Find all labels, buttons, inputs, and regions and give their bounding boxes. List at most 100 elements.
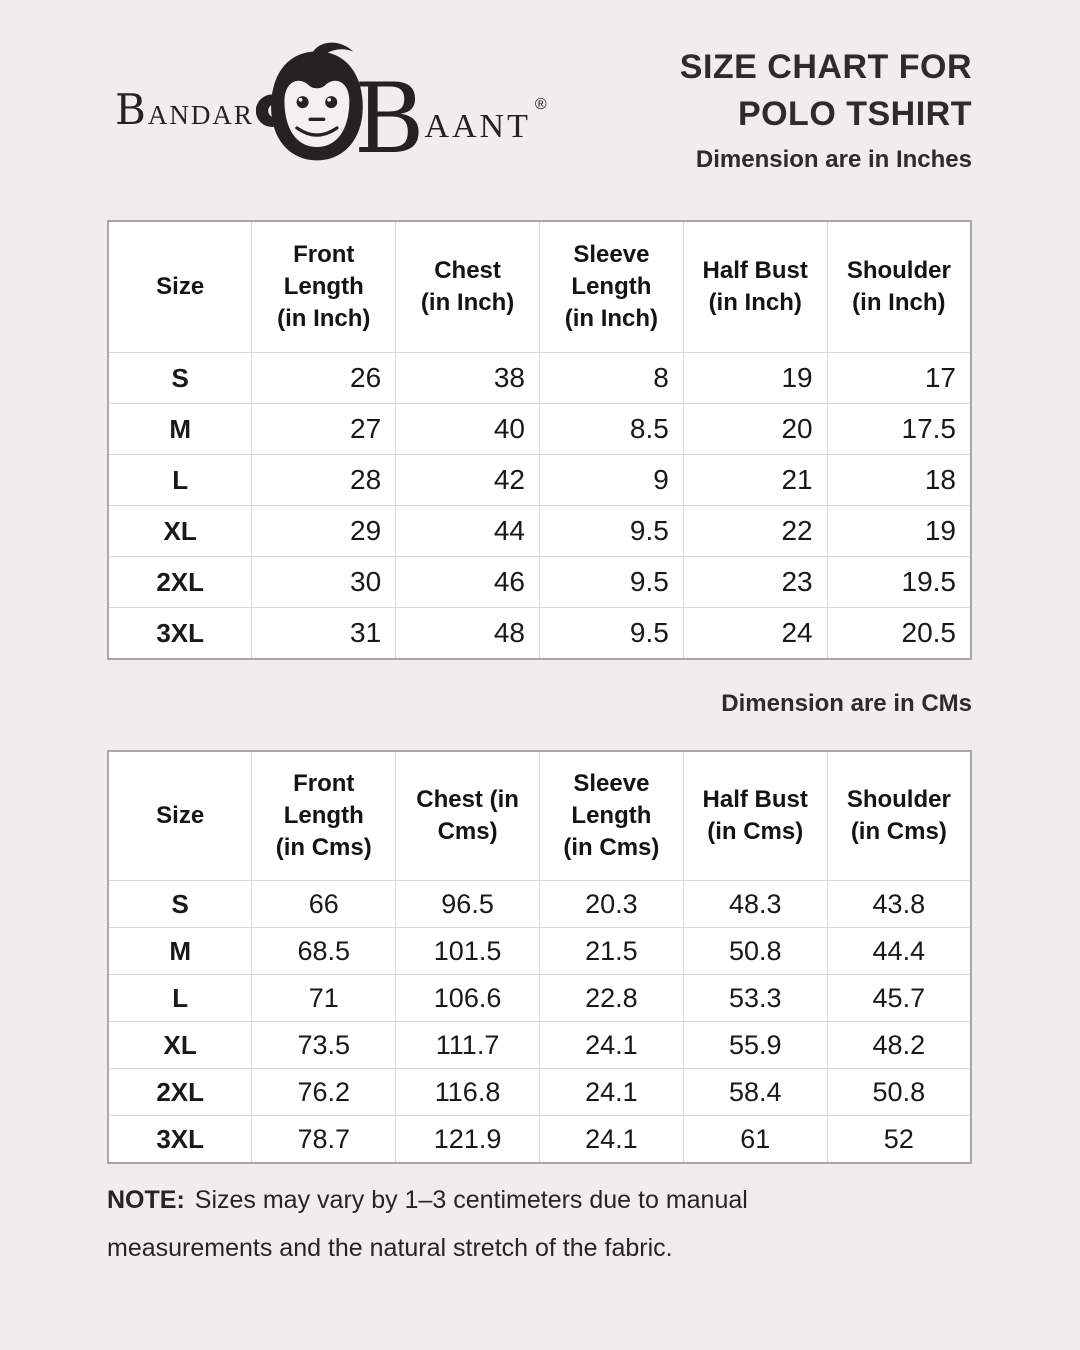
value-cell: 44.4 — [826, 927, 972, 975]
value-cell: 111.7 — [395, 1021, 540, 1069]
value-cell: 27 — [251, 403, 397, 455]
value-cell: 9.5 — [538, 505, 684, 557]
table-row: XL 73.5 111.7 24.1 55.9 48.2 — [107, 1021, 972, 1069]
column-header: Chest (in Inch) — [395, 220, 540, 353]
value-cell: 44 — [395, 505, 540, 557]
value-cell: 48.2 — [826, 1021, 972, 1069]
table-row: S 26 38 8 19 17 — [107, 352, 972, 404]
value-cell: 9 — [538, 454, 684, 506]
inches-table-header: Size Front Length (in Inch) Chest (in Inch… — [107, 220, 972, 353]
note-text: Sizes may vary by 1–3 centimeters due to… — [107, 1186, 748, 1262]
value-cell: 24.1 — [538, 1068, 684, 1116]
value-cell: 66 — [251, 880, 397, 928]
brand-initial-b1: B — [115, 84, 148, 134]
value-cell: 18 — [826, 454, 972, 506]
size-cell: M — [107, 927, 253, 975]
value-cell: 58.4 — [682, 1068, 828, 1116]
value-cell: 116.8 — [395, 1068, 540, 1116]
column-header: Half Bust (in Cms) — [682, 750, 828, 881]
column-header-size: Size — [107, 750, 253, 881]
value-cell: 8 — [538, 352, 684, 404]
value-cell: 48 — [395, 607, 540, 660]
value-cell: 20.3 — [538, 880, 684, 928]
value-cell: 9.5 — [538, 607, 684, 660]
title-block: SIZE CHART FOR POLO TSHIRT Dimension are… — [680, 42, 972, 174]
value-cell: 76.2 — [251, 1068, 397, 1116]
value-cell: 30 — [251, 556, 397, 608]
value-cell: 9.5 — [538, 556, 684, 608]
value-cell: 20.5 — [826, 607, 972, 660]
column-header: Front Length (in Inch) — [251, 220, 397, 353]
value-cell: 46 — [395, 556, 540, 608]
table-row: XL 29 44 9.5 22 19 — [107, 505, 972, 557]
size-cell: 2XL — [107, 556, 253, 608]
table-row: 3XL 78.7 121.9 24.1 61 52 — [107, 1115, 972, 1164]
value-cell: 17 — [826, 352, 972, 404]
table-row: 2XL 30 46 9.5 23 19.5 — [107, 556, 972, 608]
value-cell: 19 — [682, 352, 828, 404]
note-label: NOTE: — [107, 1186, 185, 1214]
value-cell: 24.1 — [538, 1021, 684, 1069]
cms-table-body: S 66 96.5 20.3 48.3 43.8 M 68.5 101.5 21.5 50.8 44.… — [107, 880, 972, 1164]
brand-initial-b2: B — [353, 63, 425, 175]
page-title-line1: SIZE CHART FOR — [679, 48, 972, 86]
column-header: Chest (in Cms) — [395, 750, 540, 881]
value-cell: 24.1 — [538, 1115, 684, 1164]
table-row: 3XL 31 48 9.5 24 20.5 — [107, 607, 972, 660]
column-header: Front Length (in Cms) — [251, 750, 397, 881]
size-chart-cms-table: Size Front Length (in Cms) Chest (in Cms) S… — [107, 750, 972, 1164]
size-cell: L — [107, 974, 253, 1022]
brand-logo: BANDAR B AANT® — [115, 42, 550, 175]
size-chart-inches-table: Size Front Length (in Inch) Chest (in Inch… — [107, 220, 972, 660]
inches-section: Size Front Length (in Inch) Chest (in Inch… — [107, 220, 972, 660]
value-cell: 53.3 — [682, 974, 828, 1022]
size-cell: XL — [107, 1021, 253, 1069]
page-title-line2: POLO TSHIRT — [737, 95, 972, 133]
registered-trademark-icon: ® — [534, 96, 550, 113]
value-cell: 19 — [826, 505, 972, 557]
inches-section-heading: Dimension are in Inches — [695, 146, 972, 173]
value-cell: 21.5 — [538, 927, 684, 975]
value-cell: 48.3 — [682, 880, 828, 928]
table-row: S 66 96.5 20.3 48.3 43.8 — [107, 880, 972, 928]
value-cell: 121.9 — [395, 1115, 540, 1164]
monkey-face-icon — [255, 42, 363, 161]
value-cell: 22 — [682, 505, 828, 557]
column-header: Half Bust (in Inch) — [682, 220, 828, 353]
brand-word-aant: AANT® — [424, 96, 550, 145]
value-cell: 45.7 — [826, 974, 972, 1022]
table-row: M 68.5 101.5 21.5 50.8 44.4 — [107, 927, 972, 975]
column-header-size: Size — [107, 220, 253, 353]
cms-section: Size Front Length (in Cms) Chest (in Cms) S… — [107, 750, 972, 1164]
size-cell: 3XL — [107, 607, 253, 660]
value-cell: 24 — [682, 607, 828, 660]
size-cell: L — [107, 454, 253, 506]
value-cell: 71 — [251, 974, 397, 1022]
value-cell: 78.7 — [251, 1115, 397, 1164]
value-cell: 50.8 — [826, 1068, 972, 1116]
table-row: L 71 106.6 22.8 53.3 45.7 — [107, 974, 972, 1022]
value-cell: 38 — [395, 352, 540, 404]
value-cell: 23 — [682, 556, 828, 608]
value-cell: 26 — [251, 352, 397, 404]
size-cell: M — [107, 403, 253, 455]
brand-word1-rest: ANDAR — [147, 99, 254, 130]
column-header: Shoulder (in Cms) — [826, 750, 972, 881]
column-header: Sleeve Length (in Inch) — [538, 220, 684, 353]
header-row: Size Front Length (in Inch) Chest (in Inch… — [107, 220, 972, 353]
header-row: Size Front Length (in Cms) Chest (in Cms) S… — [107, 750, 972, 881]
table-row: L 28 42 9 21 18 — [107, 454, 972, 506]
value-cell: 61 — [682, 1115, 828, 1164]
cms-section-heading: Dimension are in CMs — [721, 690, 972, 717]
table-row: M 27 40 8.5 20 17.5 — [107, 403, 972, 455]
value-cell: 17.5 — [826, 403, 972, 455]
cms-table-header: Size Front Length (in Cms) Chest (in Cms) S… — [107, 750, 972, 881]
value-cell: 50.8 — [682, 927, 828, 975]
table-row: 2XL 76.2 116.8 24.1 58.4 50.8 — [107, 1068, 972, 1116]
value-cell: 101.5 — [395, 927, 540, 975]
brand-word-bandar: BANDAR — [115, 85, 254, 134]
size-cell: XL — [107, 505, 253, 557]
page: BANDAR B AANT® SIZE CHART FOR POLO TSHIR… — [107, 42, 972, 1262]
size-cell: 2XL — [107, 1068, 253, 1116]
value-cell: 8.5 — [538, 403, 684, 455]
